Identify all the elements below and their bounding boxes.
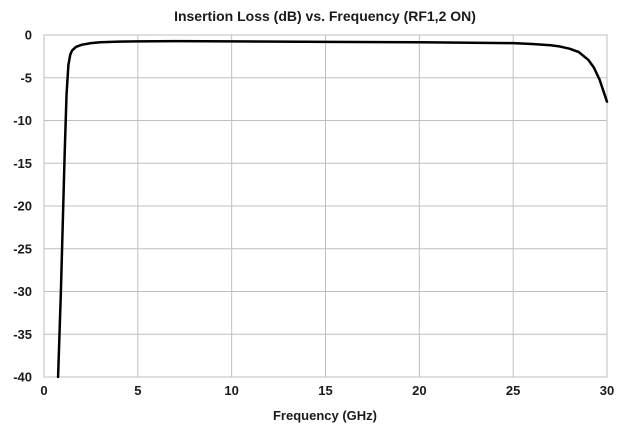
y-tick-label: -40 [13, 370, 32, 385]
x-tick-label: 20 [412, 383, 426, 398]
series-layer [56, 39, 609, 379]
y-tick-label: -5 [20, 70, 32, 85]
x-tick-label: 15 [318, 383, 332, 398]
x-tick-label: 25 [506, 383, 520, 398]
x-tick-label: 30 [600, 383, 614, 398]
y-tick-label: -30 [13, 284, 32, 299]
y-tick-label: 0 [25, 28, 32, 43]
x-tick-label: 10 [224, 383, 238, 398]
y-tick-label: -35 [13, 327, 32, 342]
x-tick-labels: 0 5 10 15 20 25 30 [40, 383, 614, 398]
y-tick-labels: 0 -5 -10 -15 -20 -25 -30 -35 -40 [13, 28, 32, 385]
x-tick-label: 5 [134, 383, 141, 398]
insertion-loss-line [56, 39, 609, 379]
x-tick-label: 0 [40, 383, 47, 398]
chart-title: Insertion Loss (dB) vs. Frequency (RF1,2… [174, 8, 476, 24]
y-tick-label: -10 [13, 113, 32, 128]
x-axis-label: Frequency (GHz) [273, 408, 377, 423]
grid-lines [43, 34, 608, 378]
y-tick-label: -15 [13, 156, 32, 171]
y-tick-label: -25 [13, 241, 32, 256]
plot-frame [43, 34, 608, 378]
y-tick-label: -20 [13, 199, 32, 214]
